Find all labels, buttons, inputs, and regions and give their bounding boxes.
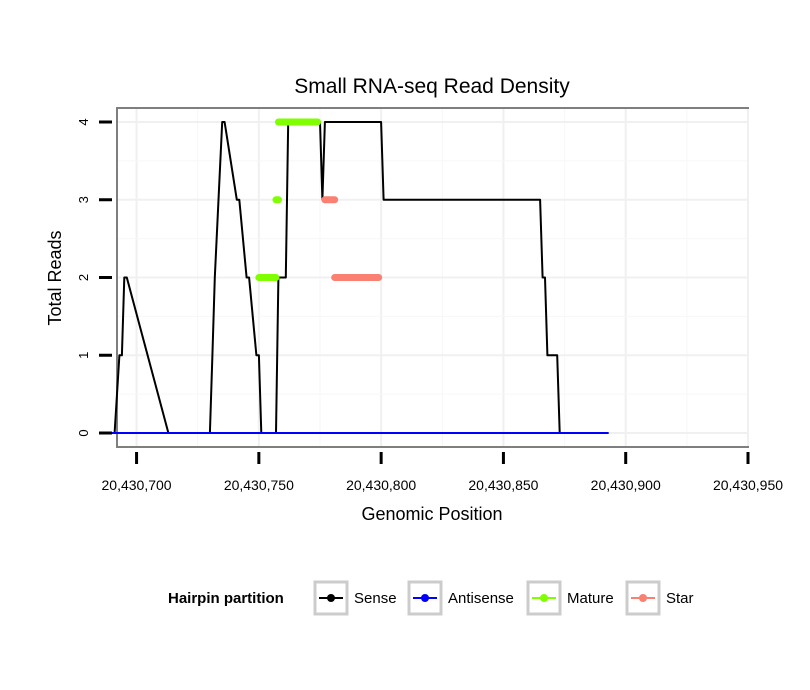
legend-key-dot [327,594,335,602]
legend-title: Hairpin partition [168,590,284,607]
series-lines [107,121,609,434]
legend-label-star: Star [666,590,694,607]
y-tick-label: 1 [76,352,91,359]
x-tick-label: 20,430,800 [346,477,416,493]
legend-label-mature: Mature [567,590,614,607]
y-axis: 0 1 2 3 4 [76,118,112,437]
y-tick-label: 3 [76,196,91,203]
legend-key-dot [639,594,647,602]
chart-title: Small RNA-seq Read Density [294,75,570,98]
y-tick-label: 2 [76,274,91,281]
x-tick-label: 20,430,850 [468,477,538,493]
x-tick-label: 20,430,750 [224,477,294,493]
legend-label-antisense: Antisense [448,590,514,607]
x-tick-label: 20,430,700 [102,477,172,493]
x-axis-label: Genomic Position [361,504,502,524]
x-axis: 20,430,700 20,430,750 20,430,800 20,430,850… [102,452,783,493]
y-axis-label: Total Reads [45,230,65,325]
x-tick-label: 20,430,950 [713,477,783,493]
highlight-segments [255,118,383,281]
legend-label-sense: Sense [354,590,397,607]
grid-lines [118,109,749,446]
legend-key-dot [421,594,429,602]
y-tick-label: 0 [76,429,91,436]
x-tick-label: 20,430,900 [591,477,661,493]
legend: Hairpin partition Sense Antisense Mature St… [168,580,694,616]
y-tick-label: 4 [76,118,91,125]
legend-key-dot [540,594,548,602]
